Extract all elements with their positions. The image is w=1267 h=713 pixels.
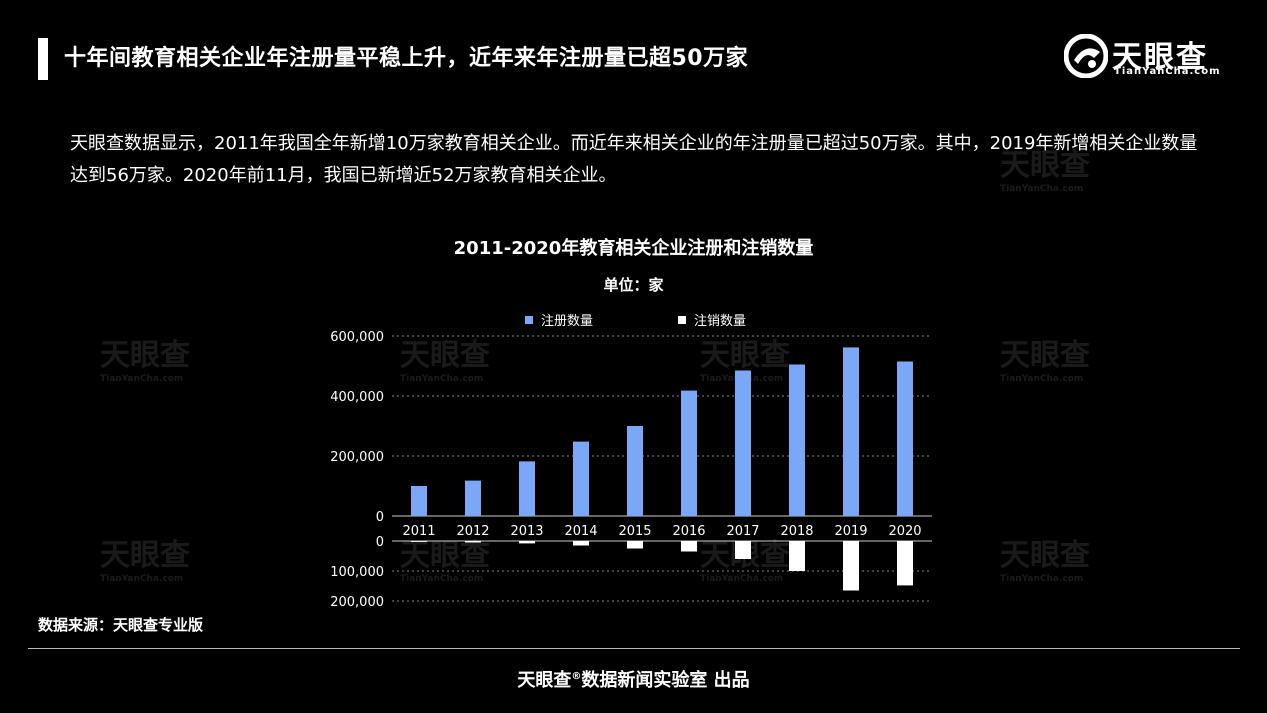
tianyancha-logo-icon <box>1064 34 1108 78</box>
y-tick-label-top: 400,000 <box>330 390 384 405</box>
bar-deregistered <box>897 541 913 586</box>
legend-item-deregistered: 注销数量 <box>678 310 746 329</box>
bar-registered <box>789 364 805 516</box>
footer-brand: 天眼查 <box>517 670 572 691</box>
bar-registered <box>573 441 589 516</box>
x-tick-label: 2019 <box>834 524 867 539</box>
data-source: 数据来源：天眼查专业版 <box>38 616 204 634</box>
bar-deregistered <box>681 541 697 552</box>
bar-deregistered <box>573 541 589 546</box>
bar-deregistered <box>843 541 859 591</box>
bar-registered <box>897 361 913 516</box>
x-tick-label: 2017 <box>726 524 759 539</box>
bar-deregistered <box>465 541 481 543</box>
bar-deregistered <box>627 541 643 549</box>
bar-registered <box>627 426 643 516</box>
bar-registered <box>411 486 427 516</box>
y-tick-label-top: 600,000 <box>330 330 384 345</box>
footer-rest: 数据新闻实验室 出品 <box>581 670 750 691</box>
bar-registered <box>735 370 751 516</box>
y-tick-label-bottom: 100,000 <box>330 565 384 580</box>
page-title: 十年间教育相关企业年注册量平稳上升，近年来年注册量已超50万家 <box>64 46 749 71</box>
x-tick-label: 2014 <box>564 524 597 539</box>
bar-deregistered <box>411 541 427 542</box>
x-tick-label: 2011 <box>402 524 435 539</box>
title-accent-bar <box>38 38 48 80</box>
x-tick-label: 2020 <box>888 524 921 539</box>
bar-registered <box>519 461 535 516</box>
bar-registered <box>465 480 481 516</box>
bar-registered <box>843 347 859 516</box>
brand-logo: 天眼查 TianYanCha.com <box>1064 32 1224 80</box>
registered-mark: ® <box>571 671 582 682</box>
y-tick-label-top: 0 <box>376 510 384 525</box>
legend-swatch-registered <box>525 315 533 324</box>
logo-text: 天眼查 <box>1112 40 1208 75</box>
y-tick-label-bottom: 200,000 <box>330 595 384 610</box>
bar-deregistered <box>519 541 535 544</box>
bar-deregistered <box>735 541 751 559</box>
chart-unit: 单位：家 <box>603 276 664 294</box>
legend-item-registered: 注册数量 <box>525 310 593 329</box>
legend-label-deregistered: 注销数量 <box>694 314 747 329</box>
x-tick-label: 2018 <box>780 524 813 539</box>
y-tick-label-top: 200,000 <box>330 450 384 465</box>
bar-registered <box>681 390 697 516</box>
footer-divider <box>28 648 1240 649</box>
description-text: 天眼查数据显示，2011年我国全年新增10万家教育相关企业。而近年来相关企业的年… <box>70 133 1198 186</box>
x-tick-label: 2013 <box>510 524 543 539</box>
x-tick-label: 2015 <box>618 524 651 539</box>
bar-deregistered <box>789 541 805 571</box>
x-tick-label: 2012 <box>456 524 489 539</box>
x-tick-label: 2016 <box>672 524 705 539</box>
legend-swatch-deregistered <box>678 315 686 324</box>
footer-credit: 天眼查®数据新闻实验室 出品 <box>0 666 1267 692</box>
chart-title: 2011-2020年教育相关企业注册和注销数量 <box>453 238 814 259</box>
y-tick-label-bottom: 0 <box>376 535 384 550</box>
legend-label-registered: 注册数量 <box>541 314 594 329</box>
logo-subtext: TianYanCha.com <box>1114 66 1221 77</box>
